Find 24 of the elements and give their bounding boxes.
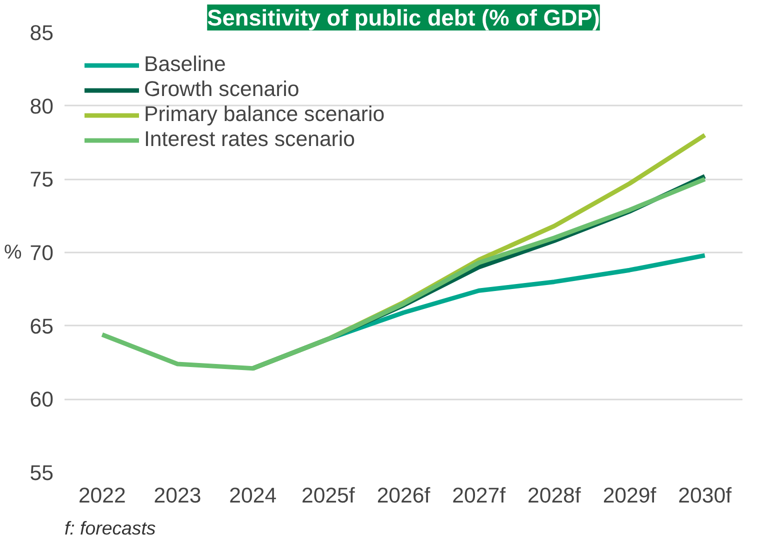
- y-tick-label: 85: [30, 21, 54, 45]
- x-tick-label: 2028f: [527, 484, 581, 508]
- legend-label: Interest rates scenario: [144, 127, 356, 152]
- line-series: [100, 176, 708, 371]
- x-tick-label: 2025f: [301, 484, 355, 508]
- y-tick-label: 80: [30, 94, 54, 118]
- y-tick-label: 60: [30, 388, 54, 412]
- y-tick-label: 55: [30, 461, 54, 485]
- x-tick-label: 2030f: [678, 484, 732, 508]
- legend-label: Baseline: [144, 52, 226, 77]
- x-tick-label: 2026f: [376, 484, 430, 508]
- x-tick-label: 2022: [78, 484, 126, 508]
- x-tick-label: 2029f: [602, 484, 656, 508]
- y-axis-title: %: [4, 242, 22, 264]
- chart-title: Sensitivity of public debt (% of GDP): [207, 4, 600, 30]
- legend-label: Growth scenario: [144, 77, 300, 102]
- x-tick-label: 2023: [154, 484, 202, 508]
- text: f: forecasts: [64, 518, 156, 538]
- y-tick-label: 65: [30, 314, 54, 338]
- x-tick-label: 2027f: [452, 484, 506, 508]
- x-tick-label: 2024: [229, 484, 277, 508]
- legend-label: Primary balance scenario: [144, 102, 385, 127]
- y-tick-label: 75: [30, 168, 54, 192]
- y-tick-label: 70: [30, 241, 54, 265]
